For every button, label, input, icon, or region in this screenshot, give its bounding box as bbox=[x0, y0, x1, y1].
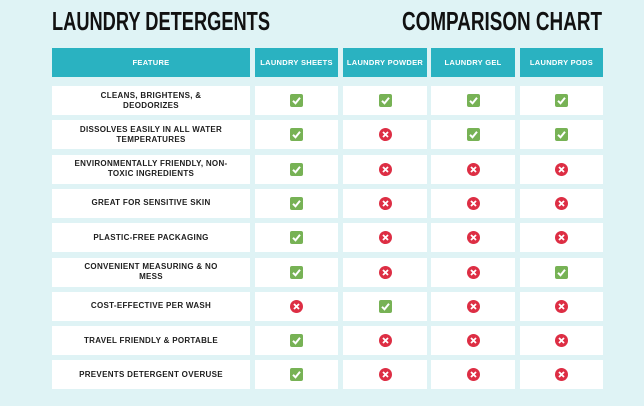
check-icon bbox=[290, 334, 303, 348]
cross-icon bbox=[555, 368, 568, 382]
value-cell bbox=[520, 360, 603, 390]
title-right-box: COMPARISON CHART bbox=[402, 6, 602, 36]
check-icon bbox=[290, 162, 303, 176]
cross-icon bbox=[555, 299, 568, 313]
cross-icon bbox=[466, 265, 480, 279]
cross-icon bbox=[378, 196, 392, 210]
cross-icon bbox=[378, 265, 392, 279]
cross-icon bbox=[378, 368, 392, 382]
value-cell bbox=[431, 120, 515, 150]
feature-cell: CONVENIENT MEASURING & NO MESS bbox=[52, 257, 250, 287]
feature-cell: TRAVEL FRIENDLY & PORTABLE bbox=[52, 326, 250, 356]
value-cell bbox=[255, 154, 338, 184]
cross-icon bbox=[466, 334, 480, 348]
value-cell bbox=[343, 86, 427, 115]
feature-cell: PREVENTS DETERGENT OVERUSE bbox=[52, 360, 250, 390]
value-cell bbox=[520, 257, 603, 287]
value-cell bbox=[255, 291, 338, 321]
value-cell bbox=[520, 86, 603, 115]
cross-icon bbox=[378, 128, 392, 142]
cross-icon bbox=[555, 231, 568, 245]
cross-icon bbox=[290, 299, 303, 313]
check-icon bbox=[290, 94, 303, 107]
feature-cell: COST-EFFECTIVE PER WASH bbox=[52, 291, 250, 321]
check-icon bbox=[555, 265, 568, 279]
title-right: COMPARISON CHART bbox=[402, 6, 602, 36]
cross-icon bbox=[555, 196, 568, 210]
check-icon bbox=[466, 128, 480, 142]
column-header: LAUNDRY POWDER bbox=[343, 48, 427, 77]
cross-icon bbox=[466, 196, 480, 210]
check-icon bbox=[290, 196, 303, 210]
value-cell bbox=[343, 291, 427, 321]
column-header: LAUNDRY GEL bbox=[431, 48, 515, 77]
value-cell bbox=[343, 257, 427, 287]
value-cell bbox=[520, 154, 603, 184]
cross-icon bbox=[466, 368, 480, 382]
column-header: LAUNDRY PODS bbox=[520, 48, 603, 77]
value-cell bbox=[431, 360, 515, 390]
cross-icon bbox=[466, 299, 480, 313]
value-cell bbox=[343, 223, 427, 253]
check-icon bbox=[378, 299, 392, 313]
feature-cell: ENVIRONMENTALLY FRIENDLY, NON-TOXIC INGR… bbox=[52, 154, 250, 184]
feature-cell: PLASTIC-FREE PACKAGING bbox=[52, 223, 250, 253]
check-icon bbox=[290, 265, 303, 279]
check-icon bbox=[290, 128, 303, 142]
cross-icon bbox=[466, 162, 480, 176]
value-cell bbox=[343, 154, 427, 184]
cross-icon bbox=[555, 334, 568, 348]
value-cell bbox=[431, 257, 515, 287]
column-header: LAUNDRY SHEETS bbox=[255, 48, 338, 77]
check-icon bbox=[378, 94, 392, 107]
value-cell bbox=[431, 326, 515, 356]
value-cell bbox=[520, 291, 603, 321]
check-icon bbox=[290, 368, 303, 382]
feature-cell: DISSOLVES EASILY IN ALL WATER TEMPERATUR… bbox=[52, 120, 250, 150]
value-cell bbox=[255, 326, 338, 356]
value-cell bbox=[431, 154, 515, 184]
value-cell bbox=[343, 120, 427, 150]
value-cell bbox=[255, 257, 338, 287]
cross-icon bbox=[378, 334, 392, 348]
feature-cell: CLEANS, BRIGHTENS, & DEODORIZES bbox=[52, 86, 250, 115]
value-cell bbox=[255, 120, 338, 150]
value-cell bbox=[255, 360, 338, 390]
check-icon bbox=[555, 128, 568, 142]
value-cell bbox=[520, 188, 603, 218]
title-left: LAUNDRY DETERGENTS bbox=[52, 6, 270, 36]
value-cell bbox=[431, 188, 515, 218]
value-cell bbox=[431, 86, 515, 115]
cross-icon bbox=[378, 162, 392, 176]
value-cell bbox=[520, 223, 603, 253]
value-cell bbox=[255, 86, 338, 115]
check-icon bbox=[555, 94, 568, 107]
value-cell bbox=[255, 188, 338, 218]
column-header: FEATURE bbox=[52, 48, 250, 77]
value-cell bbox=[343, 326, 427, 356]
check-icon bbox=[466, 94, 480, 107]
value-cell bbox=[343, 360, 427, 390]
value-cell bbox=[520, 120, 603, 150]
value-cell bbox=[431, 291, 515, 321]
title-left-box: LAUNDRY DETERGENTS bbox=[52, 6, 270, 36]
value-cell bbox=[520, 326, 603, 356]
value-cell bbox=[343, 188, 427, 218]
cross-icon bbox=[466, 231, 480, 245]
cross-icon bbox=[378, 231, 392, 245]
value-cell bbox=[255, 223, 338, 253]
cross-icon bbox=[555, 162, 568, 176]
value-cell bbox=[431, 223, 515, 253]
check-icon bbox=[290, 231, 303, 245]
feature-cell: GREAT FOR SENSITIVE SKIN bbox=[52, 188, 250, 218]
